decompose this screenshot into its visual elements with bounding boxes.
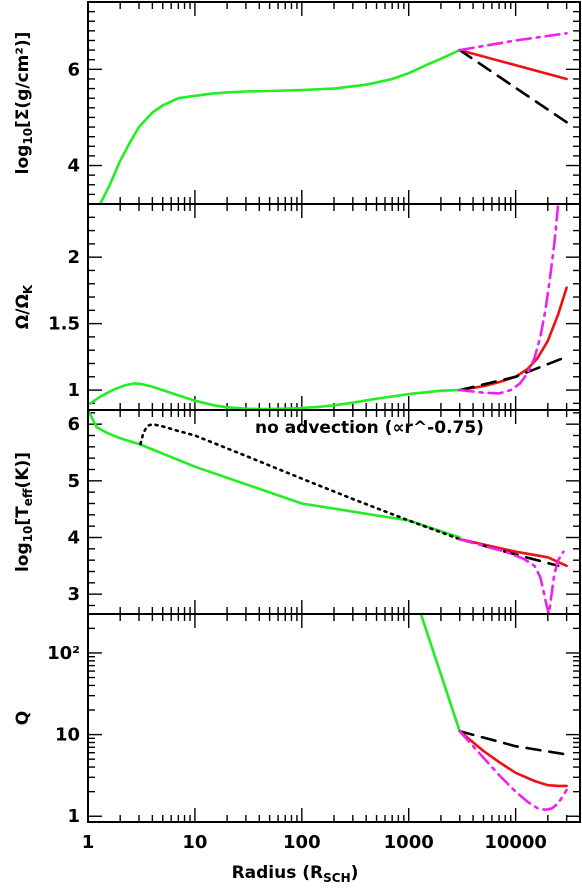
y-tick-label: 4: [67, 528, 80, 549]
x-tick-label: 1: [82, 832, 95, 853]
series-black-dotted: [139, 422, 462, 541]
y-axis-label-part: 10: [21, 526, 35, 543]
series-green-solid: [89, 382, 462, 410]
y-axis-label: Ω/ΩK: [13, 284, 35, 329]
panels: 46log10[Σ(g/cm²)]11.52Ω/ΩK3456log10[Teff…: [13, 1, 581, 827]
annotation-no-advection: no advection (∝r^-0.75): [255, 418, 484, 438]
y-tick-label: 1: [67, 380, 80, 401]
series-magenta-dashdot: [458, 537, 565, 614]
y-axis-label-part: Ω/Ω: [13, 294, 33, 329]
series-magenta-dashdot: [458, 204, 560, 395]
y-tick-label: 6: [67, 414, 80, 435]
panel-frame: [87, 613, 581, 823]
y-axis-label-part: (K)]: [13, 452, 33, 488]
x-axis-label: Radius (RSCH): [232, 863, 359, 885]
series-magenta-dashdot: [458, 31, 568, 52]
x-tick-label: 1000: [384, 832, 434, 853]
x-tick-label: 100: [283, 832, 321, 853]
series-red-solid: [458, 286, 568, 392]
panel-q: 1 10 10² Q: [13, 613, 581, 827]
y-axis-label-part: log: [13, 542, 33, 572]
series-red-solid: [458, 48, 568, 81]
y-tick-label: 6: [67, 59, 80, 80]
series-green-solid: [88, 410, 462, 539]
y-tick-label: 1: [67, 806, 80, 827]
series-green-solid: [98, 48, 462, 204]
y-axis-label-part: 10: [21, 128, 35, 145]
series-black-dashed: [458, 48, 568, 124]
y-axis-label-part: Q: [13, 711, 33, 725]
y-tick-label: 1.5: [48, 314, 80, 335]
x-tick-label: 10: [182, 832, 207, 853]
y-tick-label: 10²: [47, 643, 80, 664]
y-tick-label: 4: [67, 156, 80, 177]
y-axis-label-part: [T: [13, 506, 33, 526]
panel-sigma: 4 6 log10[Σ(g/cm²)]: [13, 1, 581, 205]
y-axis-label: log10[Σ(g/cm²)]: [13, 32, 35, 175]
y-axis-label-part: [Σ(g/cm²)]: [13, 32, 33, 128]
series-black-dashed: [458, 355, 568, 392]
y-axis-label-part: eff: [21, 488, 35, 506]
y-axis-label: Q: [13, 711, 33, 725]
panel-frame: [87, 1, 581, 205]
series-green-solid: [419, 614, 462, 733]
y-axis-label-part: K: [21, 284, 35, 294]
y-axis-label-part: log: [13, 145, 33, 175]
x-tick-label: 10000: [484, 832, 547, 853]
x-tick-labels: 1 10 100 1000 10000: [82, 832, 547, 853]
y-axis-label: log10[Teff(K)]: [13, 452, 35, 572]
series-red-solid: [458, 729, 568, 788]
panel-teff: 3 4 5 6 log10[Teff(K)] no advection (∝r^-0.75…: [13, 409, 581, 615]
panel-omega: 1 1.5 2 Ω/ΩK: [13, 203, 581, 411]
y-tick-label: 2: [67, 247, 80, 268]
panel-frame: [87, 409, 581, 615]
y-tick-label: 5: [67, 471, 80, 492]
series-magenta-dashdot: [458, 729, 568, 812]
y-tick-label: 3: [67, 584, 80, 605]
y-tick-label: 10: [55, 725, 80, 746]
series-black-dashed: [458, 729, 568, 756]
